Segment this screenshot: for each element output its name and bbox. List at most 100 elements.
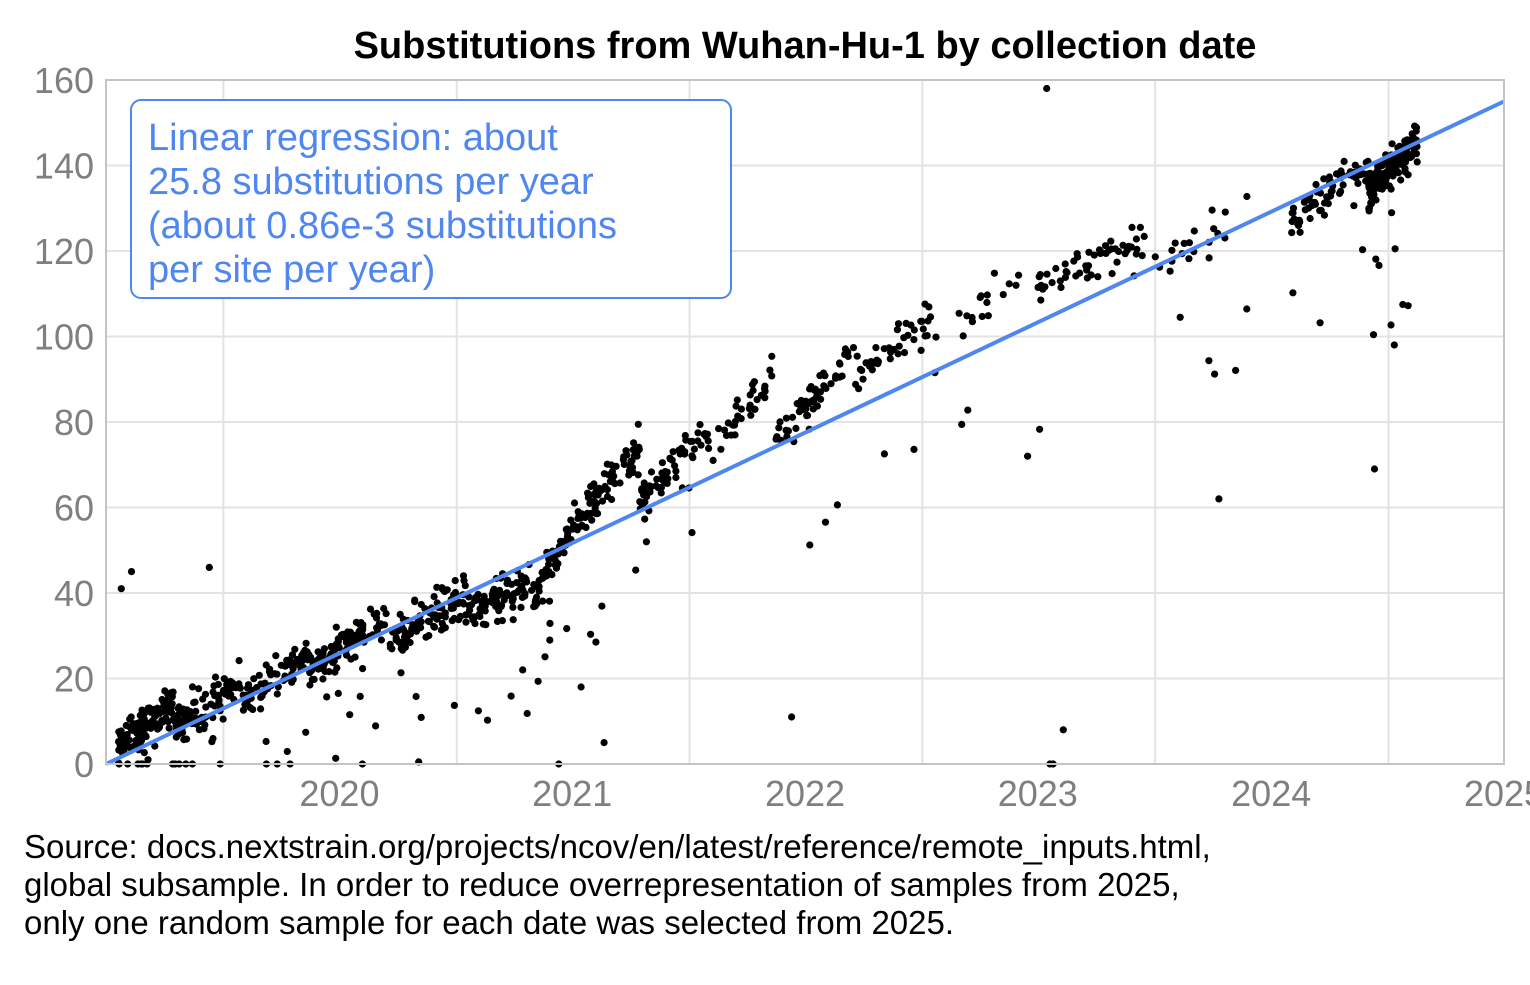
data-point	[191, 698, 199, 706]
data-point	[1133, 245, 1141, 253]
y-tick-label: 140	[34, 146, 94, 187]
data-point	[620, 460, 628, 468]
data-point	[541, 653, 549, 661]
data-point	[351, 631, 359, 640]
data-point-outlier	[205, 563, 213, 572]
data-point	[1388, 209, 1396, 217]
data-point	[1012, 281, 1020, 289]
data-point	[1339, 181, 1347, 189]
data-point	[642, 538, 651, 546]
data-point	[408, 624, 416, 632]
data-point	[1211, 370, 1219, 378]
data-point	[1185, 239, 1193, 247]
data-point	[523, 709, 531, 718]
data-point	[793, 400, 801, 408]
data-point	[917, 346, 925, 354]
data-point	[283, 747, 291, 756]
data-point	[334, 641, 342, 649]
data-point	[853, 352, 861, 360]
data-point	[235, 680, 243, 688]
data-point	[705, 444, 713, 452]
data-point	[1171, 239, 1179, 247]
data-point	[1185, 255, 1193, 263]
data-point	[1411, 122, 1419, 130]
data-point	[530, 581, 538, 589]
data-point	[317, 664, 325, 673]
data-point	[475, 610, 483, 618]
data-point	[120, 746, 128, 754]
data-point	[135, 719, 143, 727]
data-point	[522, 575, 530, 583]
x-axis: 2020 2021 2022 2023 2024 2025	[299, 773, 1530, 814]
regression-line-group	[105, 99, 1505, 766]
data-point	[342, 638, 350, 647]
data-point	[1340, 157, 1348, 165]
data-point	[272, 652, 280, 660]
data-point	[482, 621, 490, 629]
x-tick-label: 2023	[998, 773, 1078, 814]
data-point	[126, 715, 134, 723]
data-point	[592, 491, 600, 499]
data-point	[168, 700, 176, 708]
data-point-outlier	[117, 585, 125, 593]
data-point	[262, 661, 270, 669]
data-point	[578, 511, 586, 519]
data-point	[1288, 229, 1296, 237]
data-point-outlier	[600, 739, 608, 747]
data-point	[411, 598, 419, 606]
data-point	[737, 405, 746, 413]
data-point	[1102, 249, 1110, 257]
data-point	[148, 722, 156, 731]
data-point	[628, 464, 637, 472]
data-point-outlier	[1215, 495, 1223, 503]
data-point	[425, 618, 433, 626]
data-point	[733, 396, 741, 404]
data-point	[115, 738, 123, 746]
annotation-line-2: 25.8 substitutions per year	[148, 161, 594, 203]
data-point	[747, 411, 755, 419]
data-point	[1289, 289, 1297, 297]
data-point	[806, 541, 814, 549]
data-point	[634, 471, 642, 479]
data-point	[412, 692, 420, 701]
data-point	[1136, 223, 1144, 231]
data-point	[632, 566, 640, 574]
data-point	[507, 692, 515, 700]
data-point	[647, 468, 656, 476]
data-point	[422, 633, 430, 641]
data-point	[657, 489, 665, 497]
data-point	[180, 736, 188, 744]
data-point	[201, 721, 209, 729]
data-point	[1294, 221, 1303, 230]
data-point	[1378, 185, 1386, 193]
data-point-outlier	[1059, 726, 1067, 734]
data-point	[386, 643, 394, 652]
data-point	[1115, 247, 1123, 256]
data-point	[608, 474, 617, 482]
data-point	[258, 692, 266, 700]
data-point	[1366, 176, 1374, 184]
data-point	[782, 414, 791, 422]
data-point	[415, 618, 423, 626]
y-axis: 0 20 40 60 80 100 120 140 160	[34, 60, 94, 785]
data-point	[821, 518, 830, 526]
data-point	[116, 731, 125, 739]
source-line-3: only one random sample for each date was…	[24, 904, 955, 941]
data-point	[832, 372, 840, 380]
data-point	[377, 636, 385, 644]
data-point	[592, 499, 601, 507]
data-point	[153, 710, 161, 718]
data-point	[165, 724, 173, 732]
data-point	[921, 332, 929, 340]
data-point	[638, 486, 646, 494]
data-point	[1320, 175, 1328, 183]
data-point	[320, 645, 328, 653]
data-point	[603, 460, 611, 468]
data-point	[1337, 187, 1345, 195]
data-point	[1210, 225, 1218, 233]
data-point	[1094, 273, 1102, 281]
data-point	[164, 718, 172, 726]
data-point	[768, 352, 776, 360]
data-point	[1138, 252, 1146, 260]
data-point	[792, 424, 800, 432]
